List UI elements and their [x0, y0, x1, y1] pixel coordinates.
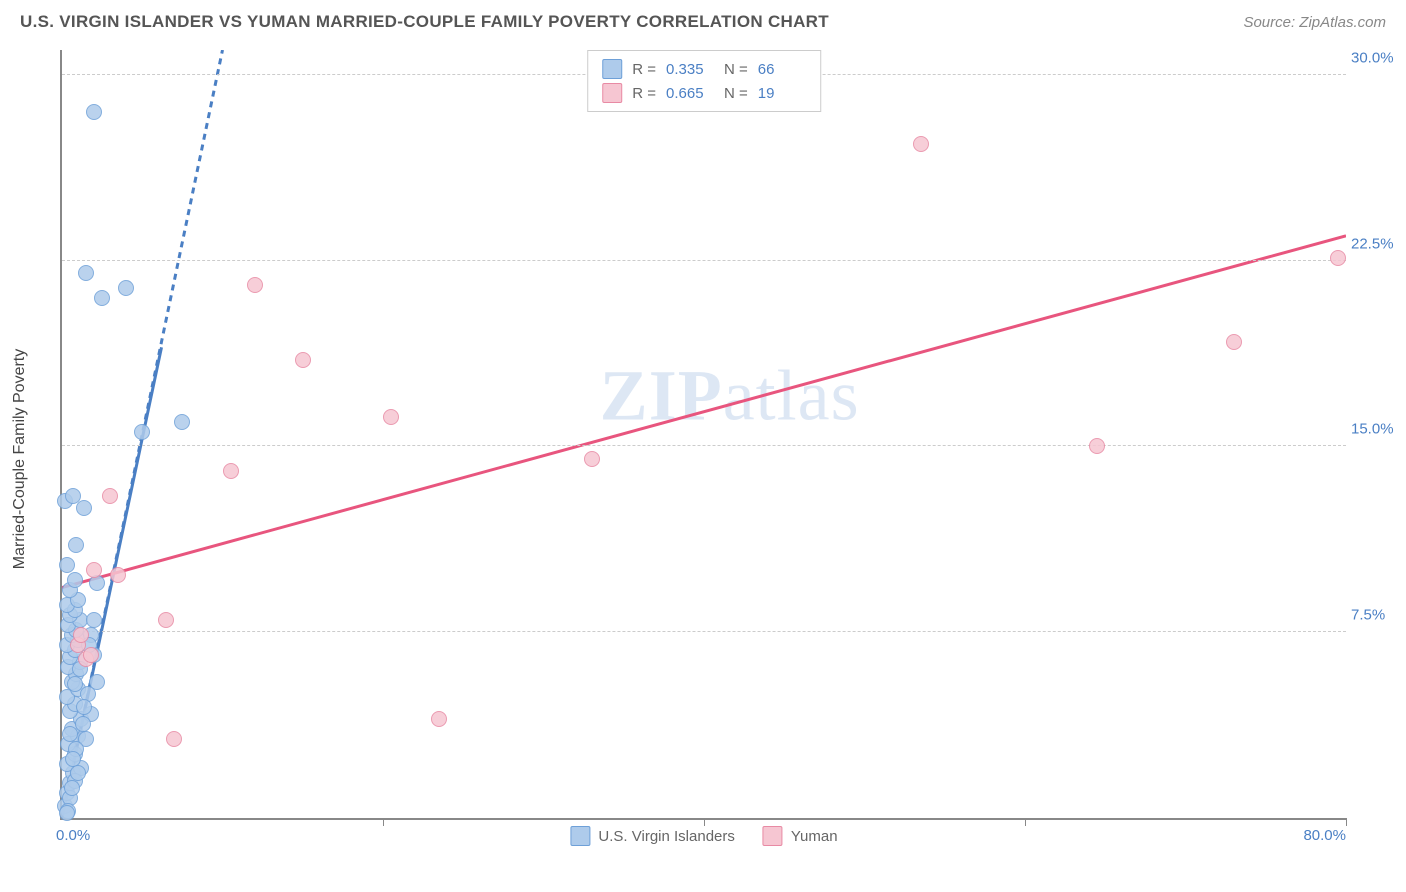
- data-point: [68, 537, 84, 553]
- gridline-h: [62, 260, 1346, 261]
- data-point: [584, 451, 600, 467]
- gridline-h: [62, 631, 1346, 632]
- legend-swatch: [602, 59, 622, 79]
- data-point: [83, 647, 99, 663]
- watermark: ZIPatlas: [600, 354, 860, 437]
- data-point: [67, 572, 83, 588]
- legend-series: U.S. Virgin Islanders Yuman: [570, 826, 837, 846]
- data-point: [174, 414, 190, 430]
- legend-n-label: N =: [724, 61, 748, 78]
- legend-row: R = 0.335 N = 66: [602, 57, 806, 81]
- data-point: [64, 780, 80, 796]
- legend-item: U.S. Virgin Islanders: [570, 826, 734, 846]
- x-tick-mark: [383, 818, 384, 826]
- legend-swatch: [602, 83, 622, 103]
- legend-r-value: 0.335: [666, 61, 714, 78]
- legend-swatch: [570, 826, 590, 846]
- y-tick-label: 7.5%: [1351, 607, 1406, 624]
- data-point: [295, 352, 311, 368]
- legend-n-value: 19: [758, 85, 806, 102]
- data-point: [94, 290, 110, 306]
- legend-series-name: Yuman: [791, 828, 838, 845]
- legend-r-value: 0.665: [666, 85, 714, 102]
- x-tick-mark: [1346, 818, 1347, 826]
- plot-area: R =0.335N =66R =0.665N =19 ZIPatlas U.S.…: [60, 50, 1346, 820]
- legend-series-name: U.S. Virgin Islanders: [598, 828, 734, 845]
- data-point: [166, 731, 182, 747]
- x-tick-max: 80.0%: [1303, 827, 1346, 844]
- x-tick-mark: [1025, 818, 1026, 826]
- data-point: [118, 280, 134, 296]
- data-point: [1089, 438, 1105, 454]
- chart-container: Married-Couple Family Poverty R =0.335N …: [50, 40, 1386, 860]
- data-point: [223, 463, 239, 479]
- data-point: [383, 409, 399, 425]
- data-point: [76, 500, 92, 516]
- trend-lines: [62, 50, 1346, 818]
- legend-n-value: 66: [758, 61, 806, 78]
- gridline-h: [62, 445, 1346, 446]
- data-point: [78, 265, 94, 281]
- data-point: [73, 627, 89, 643]
- x-tick-mark: [704, 818, 705, 826]
- y-tick-label: 30.0%: [1351, 49, 1406, 66]
- data-point: [62, 726, 78, 742]
- data-point: [86, 104, 102, 120]
- y-tick-label: 22.5%: [1351, 235, 1406, 252]
- data-point: [102, 488, 118, 504]
- chart-title: U.S. VIRGIN ISLANDER VS YUMAN MARRIED-CO…: [20, 12, 829, 32]
- data-point: [1330, 250, 1346, 266]
- data-point: [70, 765, 86, 781]
- data-point: [65, 488, 81, 504]
- data-point: [158, 612, 174, 628]
- data-point: [65, 751, 81, 767]
- data-point: [86, 612, 102, 628]
- legend-item: Yuman: [763, 826, 838, 846]
- data-point: [247, 277, 263, 293]
- legend-swatch: [763, 826, 783, 846]
- y-tick-label: 15.0%: [1351, 421, 1406, 438]
- legend-r-label: R =: [632, 85, 656, 102]
- data-point: [431, 711, 447, 727]
- data-point: [1226, 334, 1242, 350]
- data-point: [110, 567, 126, 583]
- data-point: [86, 562, 102, 578]
- data-point: [59, 557, 75, 573]
- data-point: [76, 699, 92, 715]
- y-axis-label: Married-Couple Family Poverty: [11, 349, 29, 570]
- legend-n-label: N =: [724, 85, 748, 102]
- data-point: [59, 805, 75, 821]
- data-point: [913, 136, 929, 152]
- data-point: [67, 676, 83, 692]
- legend-correlation: R = 0.335 N = 66 R = 0.665 N = 19: [587, 50, 821, 112]
- x-tick-min: 0.0%: [56, 827, 90, 844]
- legend-r-label: R =: [632, 61, 656, 78]
- legend-row: R = 0.665 N = 19: [602, 81, 806, 105]
- data-point: [134, 424, 150, 440]
- source-label: Source: ZipAtlas.com: [1243, 14, 1386, 31]
